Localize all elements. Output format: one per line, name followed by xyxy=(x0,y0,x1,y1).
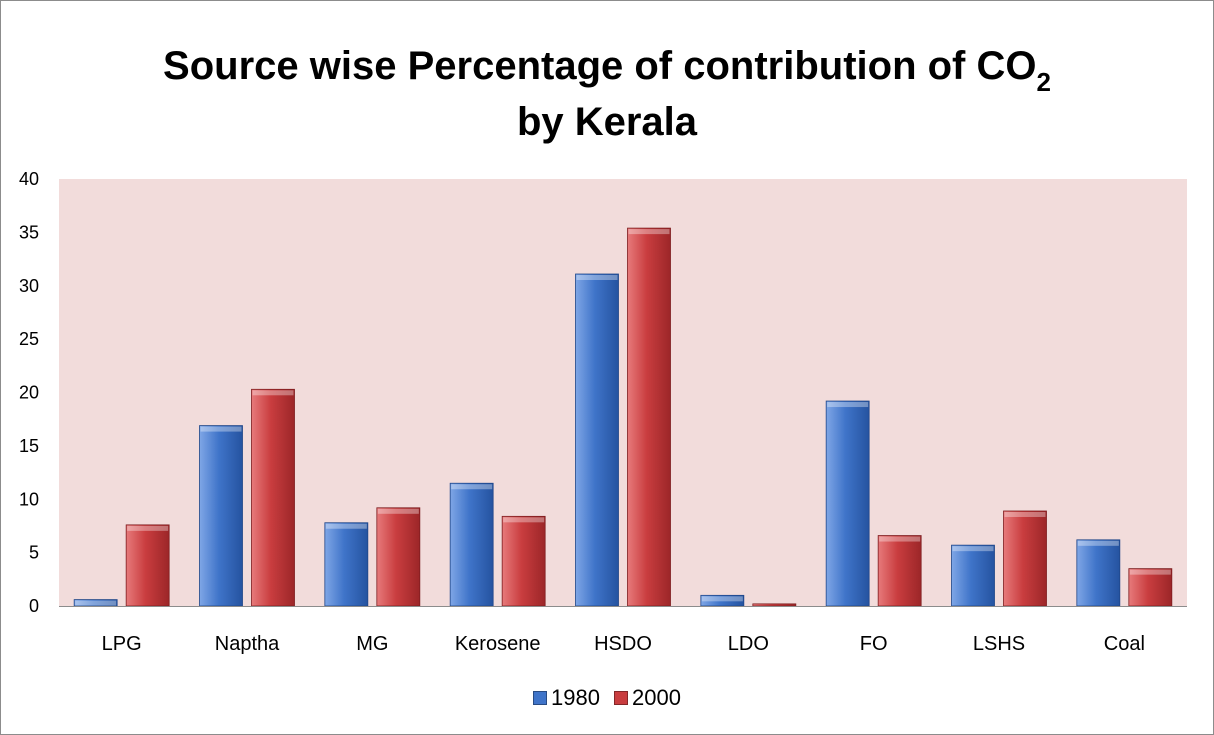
bar-highlight xyxy=(827,402,869,408)
bar-2000-kerosene xyxy=(501,515,546,607)
y-tick-label: 15 xyxy=(19,436,39,456)
plot-area xyxy=(59,179,1187,606)
bar-2000-mg xyxy=(376,507,421,607)
legend: 1980 2000 xyxy=(0,685,1214,711)
bar-highlight xyxy=(252,390,294,396)
bar-1980-hsdo xyxy=(575,273,619,607)
bar-highlight xyxy=(1129,569,1171,575)
bar-highlight xyxy=(952,546,994,552)
x-tick-label: Kerosene xyxy=(455,633,541,655)
bar-2000-lshs xyxy=(1003,510,1047,607)
chart-title-subscript: 2 xyxy=(1036,67,1051,97)
bar-1980-kerosene xyxy=(449,482,494,607)
legend-item: 2000 xyxy=(614,685,681,711)
bar-1980-lshs xyxy=(951,544,995,607)
y-tick-label: 5 xyxy=(29,543,39,563)
bar-highlight xyxy=(701,596,743,602)
x-tick-label: LDO xyxy=(728,633,769,655)
y-tick-label: 40 xyxy=(19,169,39,189)
x-axis-ticks: LPG Naptha MG Kerosene HSDO LDO FO LSHS Coal xyxy=(102,633,1145,655)
x-tick-label: FO xyxy=(860,633,888,655)
legend-swatch xyxy=(614,691,628,705)
bar-highlight xyxy=(75,600,117,606)
bar-2000-lpg xyxy=(125,524,170,607)
bar-1980-fo xyxy=(825,400,870,607)
bar-2000-naptha xyxy=(251,388,295,607)
x-tick-label: MG xyxy=(356,633,388,655)
chart-title: Source wise Percentage of contribution o… xyxy=(0,40,1214,148)
bar-highlight xyxy=(127,525,169,531)
bar-highlight xyxy=(377,508,419,514)
bar-2000-ldo xyxy=(752,603,797,607)
x-tick-label: LPG xyxy=(102,633,142,655)
bar-2000-coal xyxy=(1128,568,1173,607)
x-tick-label: LSHS xyxy=(973,633,1025,655)
bar-1980-mg xyxy=(324,522,369,607)
y-tick-label: 10 xyxy=(19,489,39,509)
legend-swatch xyxy=(533,691,548,705)
x-tick-label: Naptha xyxy=(215,633,280,655)
bar-highlight xyxy=(200,426,242,432)
y-tick-label: 30 xyxy=(19,276,39,296)
bar-1980-naptha xyxy=(199,425,243,607)
bar-highlight xyxy=(1077,540,1119,546)
y-axis-ticks: 0 5 10 15 20 25 30 35 40 xyxy=(19,169,39,616)
legend-label: 1980 xyxy=(551,685,600,710)
chart-title-main: Source wise Percentage of contribution o… xyxy=(163,44,1037,88)
bar-2000-hsdo xyxy=(627,227,671,607)
y-tick-label: 25 xyxy=(19,329,39,349)
bar-2000-fo xyxy=(877,535,922,607)
x-tick-label: HSDO xyxy=(594,633,652,655)
bar-highlight xyxy=(503,517,545,523)
bar-highlight xyxy=(879,536,921,542)
bar-highlight xyxy=(325,523,367,529)
legend-item: 1980 xyxy=(533,685,600,711)
bar-highlight xyxy=(1004,511,1046,517)
y-tick-label: 0 xyxy=(29,596,39,616)
bar-highlight xyxy=(451,484,493,490)
bar-highlight xyxy=(576,275,618,281)
chart-title-line2: by Kerala xyxy=(516,100,698,144)
bar-highlight xyxy=(628,229,670,235)
x-tick-label: Coal xyxy=(1104,633,1145,655)
legend-label: 2000 xyxy=(632,685,681,710)
y-tick-label: 35 xyxy=(19,222,39,242)
bar-1980-coal xyxy=(1076,539,1121,607)
y-tick-label: 20 xyxy=(19,383,39,403)
bars xyxy=(73,227,1173,607)
